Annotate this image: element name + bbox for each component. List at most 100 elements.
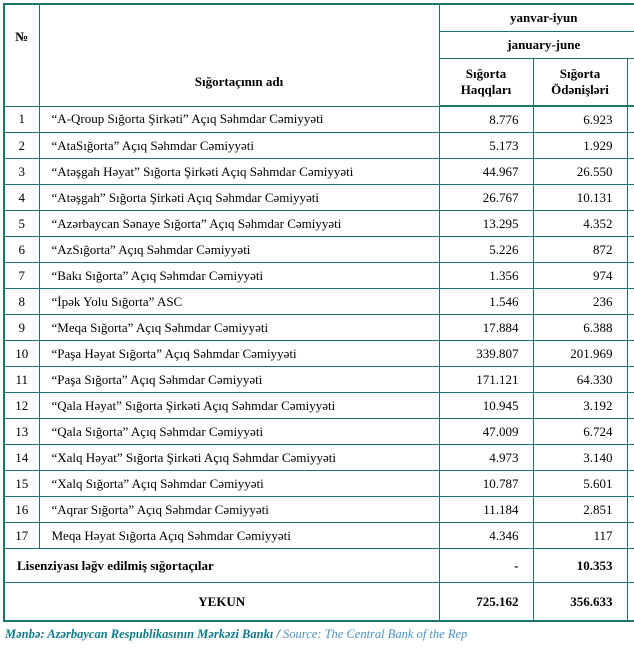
row-number: 11 bbox=[3, 366, 40, 393]
company-name: “Qala Həyat” Sığorta Şirkəti Açıq Səhmda… bbox=[38, 392, 440, 419]
cutoff-cell bbox=[626, 210, 634, 237]
row-number: 17 bbox=[3, 522, 40, 549]
company-name: “AzSığorta” Açıq Səhmdar Cəmiyyəti bbox=[38, 236, 440, 263]
header-row-period-az: № Sığortaçının adı yanvar-iyun bbox=[3, 3, 634, 107]
row-number: 5 bbox=[3, 210, 40, 237]
company-name: “İpək Yolu Sığorta” ASC bbox=[38, 288, 440, 315]
cutoff-cell bbox=[626, 236, 634, 263]
row-number: 10 bbox=[3, 340, 40, 367]
cutoff-cell bbox=[626, 582, 634, 622]
cutoff-cell bbox=[626, 132, 634, 159]
company-name: “Xalq Sığorta” Açıq Səhmdar Cəmiyyəti bbox=[38, 470, 440, 497]
cutoff-cell bbox=[626, 418, 634, 445]
company-name: “Meqa Sığorta” Açıq Səhmdar Cəmiyyəti bbox=[38, 314, 440, 341]
payments-value: 974 bbox=[532, 262, 628, 289]
payments-value: 10.131 bbox=[532, 184, 628, 211]
table-row: 8 “İpək Yolu Sığorta” ASC 1.546 236 bbox=[3, 288, 634, 315]
table-row: 10 “Paşa Həyat Sığorta” Açıq Səhmdar Cəmi… bbox=[3, 340, 634, 367]
table-row: 3 “Atəşgah Həyat” Sığorta Şirkəti Açıq Sə… bbox=[3, 158, 634, 185]
premiums-value: 44.967 bbox=[438, 158, 534, 185]
table-row: 13 “Qala Sığorta” Açıq Səhmdar Cəmiyyəti 4… bbox=[3, 418, 634, 445]
payments-value: 2.851 bbox=[532, 496, 628, 523]
row-number: 15 bbox=[3, 470, 40, 497]
cutoff-cell bbox=[626, 314, 634, 341]
company-name: “A-Qroup Sığorta Şirkəti” Açıq Səhmdar C… bbox=[38, 105, 440, 133]
cutoff-cell bbox=[626, 184, 634, 211]
premiums-value: 1.546 bbox=[438, 288, 534, 315]
source-separator: / bbox=[273, 627, 284, 641]
cutoff-cell bbox=[626, 158, 634, 185]
row-number: 7 bbox=[3, 262, 40, 289]
company-name: “Atəşgah Həyat” Sığorta Şirkəti Açıq Səh… bbox=[38, 158, 440, 185]
cutoff-cell bbox=[626, 496, 634, 523]
company-name: “Azərbaycan Sənaye Sığorta” Açıq Səhmdar… bbox=[38, 210, 440, 237]
cutoff-cell bbox=[626, 548, 634, 583]
col-header-payments: Sığorta Ödənişləri bbox=[532, 58, 628, 107]
premiums-value: 5.226 bbox=[438, 236, 534, 263]
table-row: 6 “AzSığorta” Açıq Səhmdar Cəmiyyəti 5.226… bbox=[3, 236, 634, 263]
premiums-value: 11.184 bbox=[438, 496, 534, 523]
row-number: 8 bbox=[3, 288, 40, 315]
table-header: № Sığortaçının adı yanvar-iyun january-j… bbox=[3, 3, 634, 107]
table-summary: Lisenziyası ləğv edilmiş sığortaçılar - … bbox=[3, 548, 634, 622]
premiums-value: 339.807 bbox=[438, 340, 534, 367]
total-premiums-value: 725.162 bbox=[438, 582, 534, 622]
premiums-value: 10.787 bbox=[438, 470, 534, 497]
table-row: 4 “Atəşgah” Sığorta Şirkəti Açıq Səhmdar … bbox=[3, 184, 634, 211]
row-number: 6 bbox=[3, 236, 40, 263]
row-number: 13 bbox=[3, 418, 40, 445]
source-text-az: Mənbə: Azərbaycan Respublikasının Mərkəz… bbox=[5, 627, 274, 641]
premiums-value: 4.973 bbox=[438, 444, 534, 471]
cutoff-cell bbox=[626, 340, 634, 367]
payments-value: 201.969 bbox=[532, 340, 628, 367]
source-text-en: Source: The Central Bank of the Rep bbox=[283, 627, 468, 641]
cutoff-cell bbox=[626, 470, 634, 497]
row-number: 16 bbox=[3, 496, 40, 523]
premiums-value: 10.945 bbox=[438, 392, 534, 419]
row-number: 9 bbox=[3, 314, 40, 341]
table-row: 15 “Xalq Sığorta” Açıq Səhmdar Cəmiyyəti 1… bbox=[3, 470, 634, 497]
table-row: 9 “Meqa Sığorta” Açıq Səhmdar Cəmiyyəti 17… bbox=[3, 314, 634, 341]
company-name: “Paşa Sığorta” Açıq Səhmdar Cəmiyyəti bbox=[38, 366, 440, 393]
cancelled-payments-value: 10.353 bbox=[532, 548, 628, 583]
payments-value: 3.192 bbox=[532, 392, 628, 419]
premiums-value: 26.767 bbox=[438, 184, 534, 211]
company-name: “Aqrar Sığorta” Açıq Səhmdar Cəmiyyəti bbox=[38, 496, 440, 523]
premiums-value: 13.295 bbox=[438, 210, 534, 237]
col-header-no: № bbox=[3, 3, 40, 107]
row-number: 3 bbox=[3, 158, 40, 185]
payments-value: 3.140 bbox=[532, 444, 628, 471]
table-row: 7 “Bakı Sığorta” Açıq Səhmdar Cəmiyyəti 1.… bbox=[3, 262, 634, 289]
company-name: Meqa Həyat Sığorta Açıq Səhmdar Cəmiyyət… bbox=[38, 522, 440, 549]
header-row-columns: Sığorta Haqqları Sığorta Ödənişləri bbox=[4, 58, 634, 107]
total-payments-value: 356.633 bbox=[532, 582, 628, 622]
cutoff-cell bbox=[626, 392, 634, 419]
table-row: 1 “A-Qroup Sığorta Şirkəti” Açıq Səhmdar … bbox=[3, 105, 634, 133]
cutoff-cell bbox=[626, 366, 634, 393]
col-header-name: Sığortaçının adı bbox=[38, 3, 440, 107]
insurance-table: № Sığortaçının adı yanvar-iyun january-j… bbox=[3, 3, 634, 622]
payments-value: 6.724 bbox=[532, 418, 628, 445]
premiums-value: 4.346 bbox=[438, 522, 534, 549]
payments-value: 4.352 bbox=[532, 210, 628, 237]
col-header-cutoff bbox=[626, 58, 634, 107]
row-number: 14 bbox=[3, 444, 40, 471]
payments-value: 117 bbox=[532, 522, 628, 549]
company-name: “Bakı Sığorta” Açıq Səhmdar Cəmiyyəti bbox=[38, 262, 440, 289]
period-label-az: yanvar-iyun bbox=[438, 3, 634, 32]
cancelled-insurers-row: Lisenziyası ləğv edilmiş sığortaçılar - … bbox=[3, 548, 634, 583]
cutoff-cell bbox=[626, 288, 634, 315]
payments-value: 236 bbox=[532, 288, 628, 315]
payments-value: 26.550 bbox=[532, 158, 628, 185]
cutoff-cell bbox=[626, 522, 634, 549]
total-label: YEKUN bbox=[3, 582, 440, 622]
source-note: Mənbə: Azərbaycan Respublikasının Mərkəz… bbox=[3, 627, 634, 642]
payments-value: 6.388 bbox=[532, 314, 628, 341]
table-row: 16 “Aqrar Sığorta” Açıq Səhmdar Cəmiyyəti… bbox=[3, 496, 634, 523]
table-body: 1 “A-Qroup Sığorta Şirkəti” Açıq Səhmdar … bbox=[3, 105, 634, 549]
payments-value: 64.330 bbox=[532, 366, 628, 393]
table-row: 2 “AtaSığorta” Açıq Səhmdar Cəmiyyəti 5.17… bbox=[3, 132, 634, 159]
premiums-value: 1.356 bbox=[438, 262, 534, 289]
total-row: YEKUN 725.162 356.633 bbox=[3, 582, 634, 622]
